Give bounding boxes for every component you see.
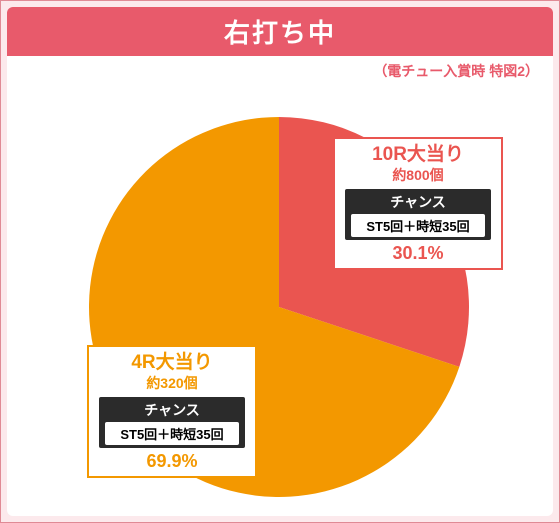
callout-4r: 4R大当り 約320個 チャンス ST5回＋時短35回 69.9% — [87, 345, 257, 478]
outer-frame: 右打ち中 （電チュー入賞時 特図2） 10R大当り 約800個 チャンス ST5… — [0, 0, 560, 523]
callout-4r-chance-label: チャンス — [105, 400, 239, 420]
header-title: 右打ち中 — [224, 18, 336, 48]
inner-panel: 右打ち中 （電チュー入賞時 特図2） 10R大当り 約800個 チャンス ST5… — [7, 7, 553, 516]
callout-4r-subtitle: 約320個 — [99, 373, 245, 393]
callout-10r-title: 10R大当り — [345, 145, 491, 166]
chart-area: 10R大当り 約800個 チャンス ST5回＋時短35回 30.1% 4R大当り… — [7, 67, 553, 512]
callout-4r-chance-detail: ST5回＋時短35回 — [105, 422, 239, 445]
header-bar: 右打ち中 — [7, 7, 553, 56]
callout-10r-chance-box: チャンス ST5回＋時短35回 — [345, 189, 491, 240]
callout-10r-subtitle: 約800個 — [345, 165, 491, 185]
callout-4r-percent: 69.9% — [99, 451, 245, 472]
callout-10r: 10R大当り 約800個 チャンス ST5回＋時短35回 30.1% — [333, 137, 503, 270]
callout-10r-chance-label: チャンス — [351, 192, 485, 212]
callout-10r-chance-detail: ST5回＋時短35回 — [351, 214, 485, 237]
callout-4r-chance-box: チャンス ST5回＋時短35回 — [99, 397, 245, 448]
callout-4r-title: 4R大当り — [99, 353, 245, 374]
callout-10r-percent: 30.1% — [345, 243, 491, 264]
